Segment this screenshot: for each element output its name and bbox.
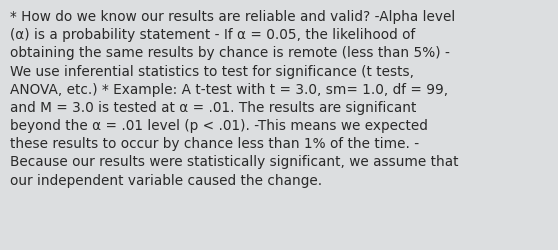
- Text: * How do we know our results are reliable and valid? -Alpha level
(α) is a proba: * How do we know our results are reliabl…: [10, 10, 459, 187]
